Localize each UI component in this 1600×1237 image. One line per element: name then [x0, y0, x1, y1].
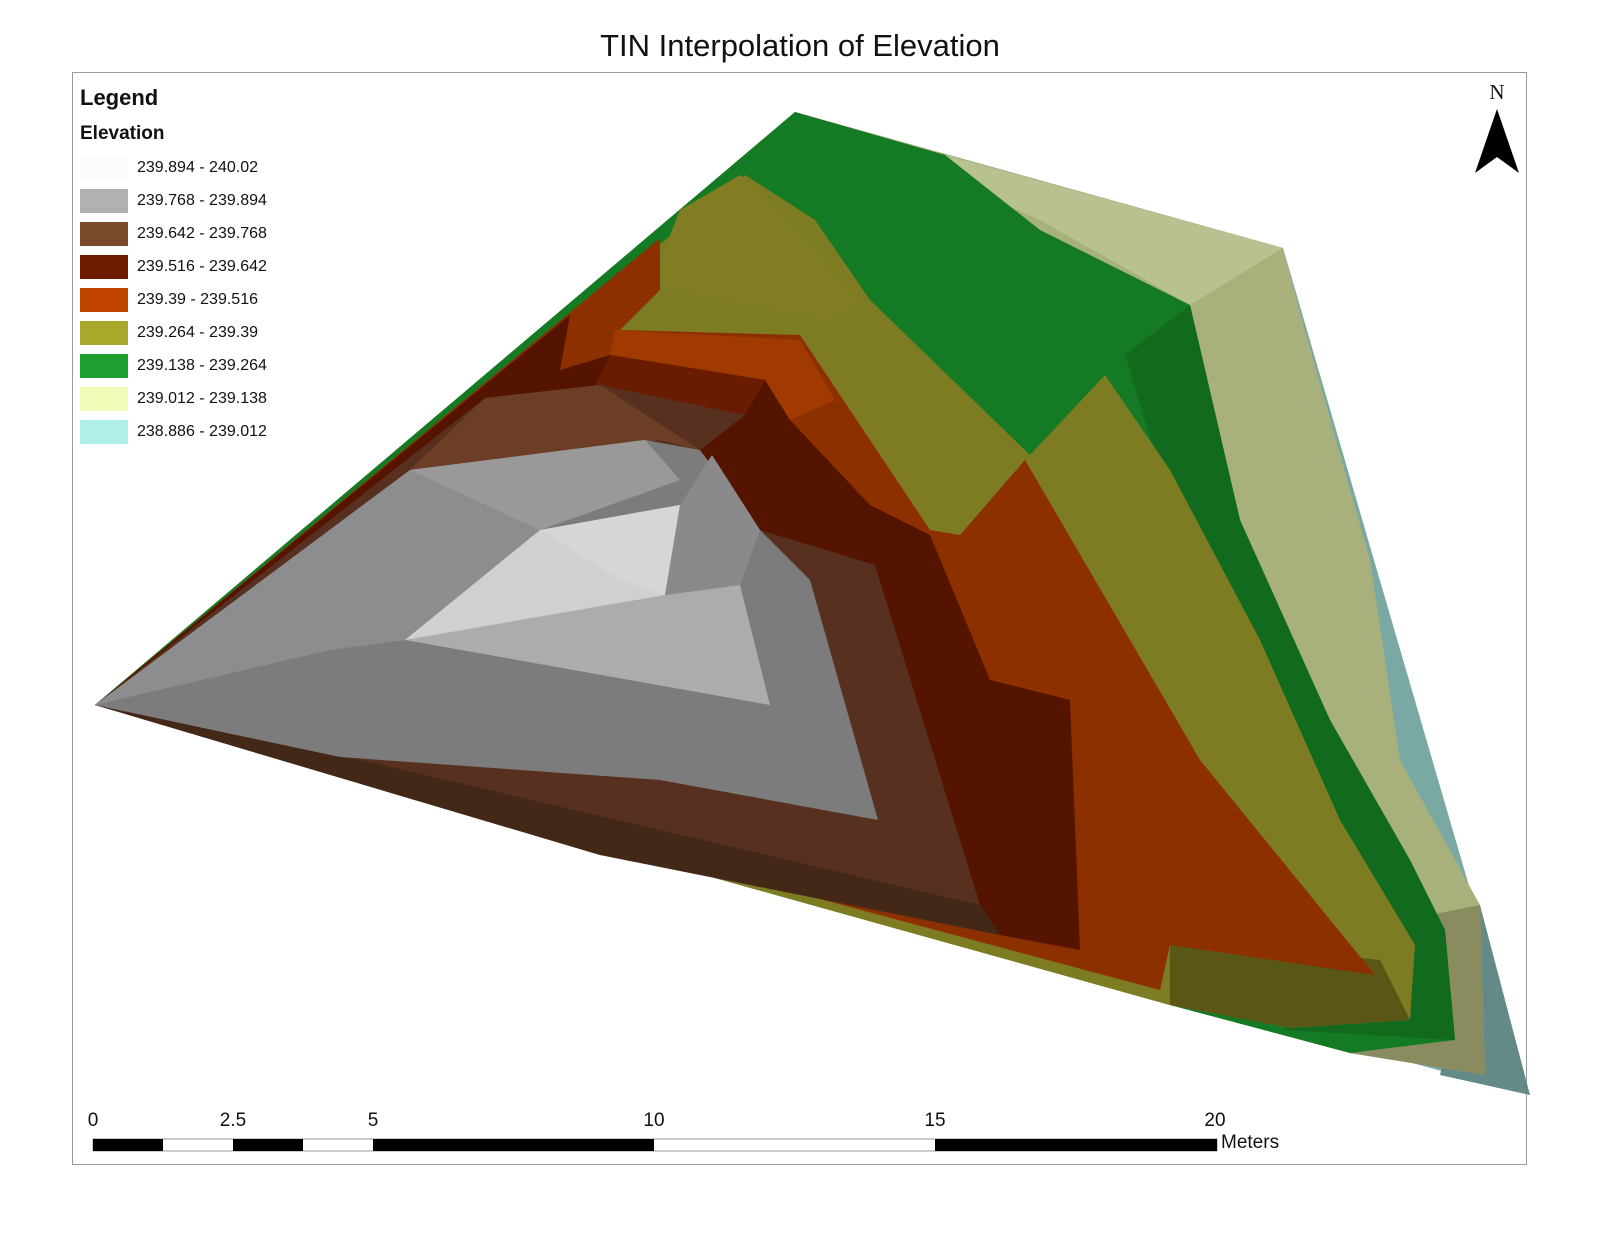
band-239-642-light: [410, 385, 700, 470]
legend-item: 239.138 - 239.264: [80, 349, 267, 382]
band-239-39-bright: [610, 330, 835, 420]
band-239-138-dark: [1125, 305, 1455, 1040]
legend-swatch: [80, 287, 128, 312]
map-title: TIN Interpolation of Elevation: [600, 28, 1000, 63]
legend-swatch: [80, 320, 128, 345]
scale-unit: Meters: [1221, 1132, 1280, 1153]
legend-item: 239.894 - 240.02: [80, 151, 267, 184]
legend-label: 238.886 - 239.012: [137, 422, 267, 440]
legend-item: 239.516 - 239.642: [80, 250, 267, 283]
map-frame: [72, 72, 1527, 1165]
legend-item: 239.768 - 239.894: [80, 184, 267, 217]
legend-swatch: [80, 353, 128, 378]
legend-swatch: [80, 221, 128, 246]
scale-tick: 20: [1204, 1110, 1226, 1131]
legend-label: 239.642 - 239.768: [137, 224, 267, 242]
band-239-264-light: [650, 175, 860, 320]
band-239-39-notch: [960, 540, 1070, 700]
legend: Legend Elevation 239.894 - 240.02 239.76…: [80, 85, 267, 448]
legend-swatch: [80, 188, 128, 213]
legend-item: 239.012 - 239.138: [80, 382, 267, 415]
legend-label: 239.768 - 239.894: [137, 191, 267, 209]
legend-swatch: [80, 419, 128, 444]
scale-tick: 2.5: [219, 1110, 247, 1131]
legend-item: 239.642 - 239.768: [80, 217, 267, 250]
legend-label: 239.138 - 239.264: [137, 356, 267, 374]
legend-label: 239.894 - 240.02: [137, 158, 258, 176]
legend-label: 239.39 - 239.516: [137, 290, 258, 308]
legend-layer-name: Elevation: [80, 123, 165, 144]
legend-swatch: [80, 386, 128, 411]
legend-title: Legend: [80, 85, 159, 110]
scale-tick: 0: [87, 1110, 99, 1131]
legend-label: 239.516 - 239.642: [137, 257, 267, 275]
legend-swatch: [80, 155, 128, 180]
band-239-642-dark: [95, 705, 1000, 935]
scale-tick: 5: [367, 1110, 379, 1131]
scale-tick: 15: [924, 1110, 946, 1131]
scale-tick: 10: [643, 1110, 665, 1131]
peak-side: [665, 455, 760, 595]
legend-swatch: [80, 254, 128, 279]
legend-item: 239.39 - 239.516: [80, 283, 267, 316]
band-239-768-upper: [410, 440, 680, 530]
legend-label: 239.264 - 239.39: [137, 323, 258, 341]
north-arrow-icon: [1475, 109, 1519, 173]
north-label: N: [1489, 80, 1505, 104]
legend-label: 239.012 - 239.138: [137, 389, 267, 407]
band-239-894-top: [540, 505, 680, 595]
legend-item: 238.886 - 239.012: [80, 415, 267, 448]
north-arrow: N: [1472, 80, 1522, 182]
legend-item: 239.264 - 239.39: [80, 316, 267, 349]
